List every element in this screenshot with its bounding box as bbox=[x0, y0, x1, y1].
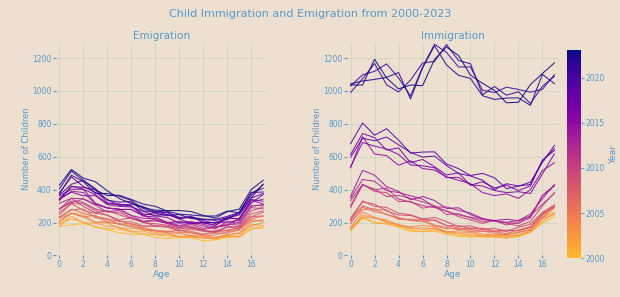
Text: Child Immigration and Emigration from 2000-2023: Child Immigration and Emigration from 20… bbox=[169, 9, 451, 19]
Y-axis label: Year: Year bbox=[609, 145, 618, 164]
Y-axis label: Number of Children: Number of Children bbox=[313, 107, 322, 190]
Title: Emigration: Emigration bbox=[133, 31, 190, 41]
Y-axis label: Number of Children: Number of Children bbox=[22, 107, 31, 190]
Title: Immigration: Immigration bbox=[420, 31, 484, 41]
X-axis label: Age: Age bbox=[444, 270, 461, 279]
X-axis label: Age: Age bbox=[153, 270, 170, 279]
